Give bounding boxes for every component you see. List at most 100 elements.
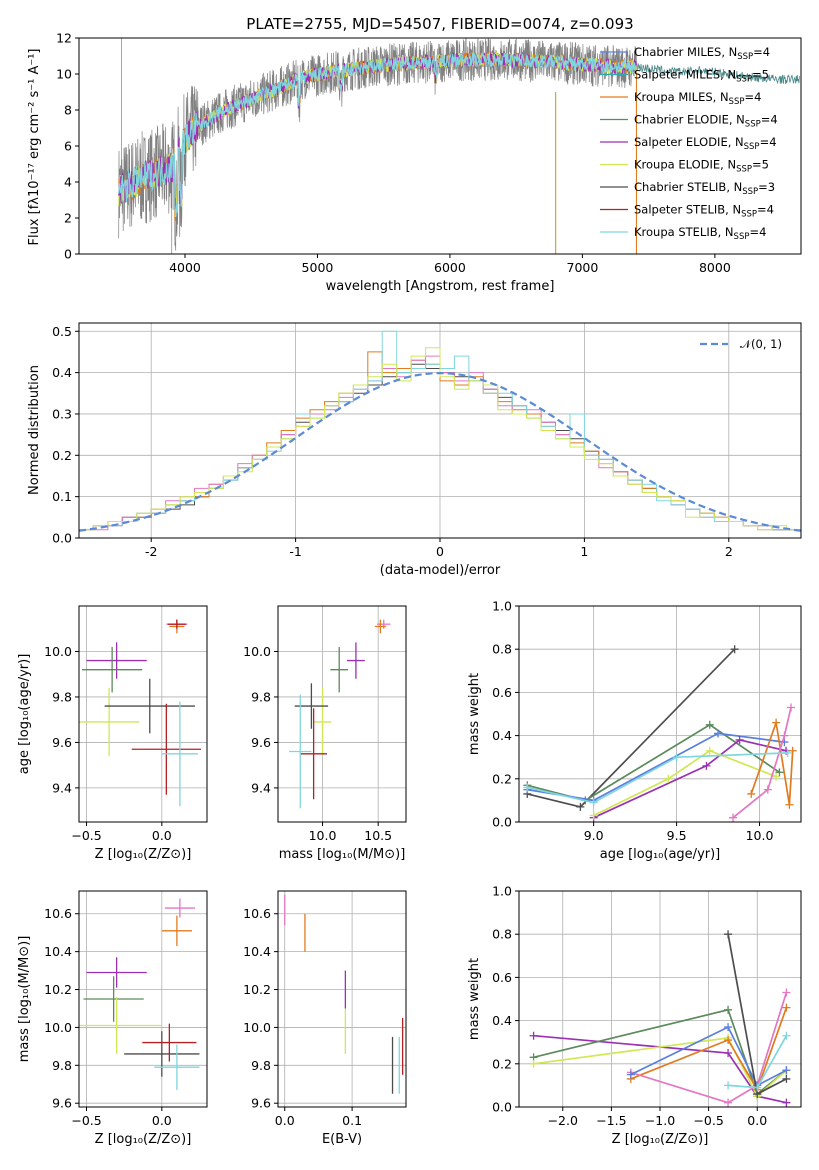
legend-subscript: SSP xyxy=(736,75,752,85)
y-tick-label: 9.8 xyxy=(251,689,271,704)
model-spectrum xyxy=(118,51,637,214)
legend-subscript: SSP xyxy=(736,165,752,175)
weight-point xyxy=(782,1003,791,1012)
weight-vs-age-panel: 9.0 9.5 10.0 0.0 0.2 0.4 0.6 0.8 1.0 age [log₁₀(a… xyxy=(467,599,802,862)
y-tick-label: 0.2 xyxy=(492,771,512,786)
weight-point xyxy=(523,783,532,792)
weight-point xyxy=(782,1098,791,1107)
legend-tail: =5 xyxy=(752,158,769,172)
x-tick-label: 9.5 xyxy=(667,828,687,843)
y-tick-label: 9.8 xyxy=(52,1058,72,1073)
x-tick-label: 0.0 xyxy=(152,828,172,843)
y-tick-label: 0.4 xyxy=(52,365,72,380)
y-tick-label: 10.0 xyxy=(44,644,72,659)
y-tick-label: 9.8 xyxy=(251,1058,271,1073)
legend-tail: =3 xyxy=(758,180,775,194)
weight-series-line xyxy=(732,707,792,819)
y-tick-label: 0.2 xyxy=(492,1056,512,1071)
weight-point xyxy=(705,720,714,729)
weight-series-line xyxy=(630,992,788,1104)
figure-title: PLATE=2755, MJD=54507, FIBERID=0074, z=0… xyxy=(246,15,633,33)
legend-label: Chabrier STELIB, N xyxy=(634,180,742,194)
x-tick-label: 7000 xyxy=(567,260,599,275)
y-tick-label: 10.0 xyxy=(243,644,271,659)
x-tick-label: 5000 xyxy=(302,260,334,275)
x-axis-label: E(B-V) xyxy=(322,1132,362,1147)
x-tick-label: 8000 xyxy=(699,260,731,275)
x-tick-label: −2.0 xyxy=(548,1113,578,1128)
weight-point xyxy=(529,1059,538,1068)
y-tick-label: 12 xyxy=(56,31,72,46)
weight-series-line xyxy=(630,1007,788,1092)
residuals-panel: -2 -1 0 1 2 0.0 0.1 0.2 0.3 0.4 0.5 (data-model)/er… xyxy=(27,322,802,578)
y-tick-label: 10.4 xyxy=(44,944,72,959)
legend-label: 𝒩(0, 1) xyxy=(740,337,782,351)
weight-point xyxy=(747,789,756,798)
legend-entry: Chabrier ELODIE, NSSP=4 xyxy=(634,113,778,130)
legend-subscript: SSP xyxy=(744,142,760,152)
legend-entry: Kroupa ELODIE, NSSP=5 xyxy=(634,158,769,175)
legend-tail: =4 xyxy=(757,203,774,217)
weight-point xyxy=(728,813,737,822)
y-axis-label: mass [log₁₀(M/M⊙)] xyxy=(17,936,32,1063)
weight-point xyxy=(626,1070,635,1079)
legend-entry: Kroupa STELIB, NSSP=4 xyxy=(634,225,766,242)
y-axis-label: Flux [fλ10⁻¹⁷ erg cm⁻² s⁻¹ A⁻¹] xyxy=(27,49,42,246)
plot-area xyxy=(79,898,200,1090)
y-tick-label: 1.0 xyxy=(492,599,512,614)
weight-series-line xyxy=(593,738,787,819)
y-tick-label: 9.4 xyxy=(251,780,271,795)
weight-point xyxy=(724,1036,733,1045)
x-tick-label: −0.5 xyxy=(71,1113,101,1128)
y-tick-label: 10.0 xyxy=(243,1020,271,1035)
legend-label: Chabrier MILES, N xyxy=(634,45,737,59)
legend-entry: Salpeter MILES, NSSP=5 xyxy=(634,68,769,85)
y-tick-label: 10.2 xyxy=(44,982,72,997)
weight-point xyxy=(724,1098,733,1107)
normal-curve xyxy=(79,371,801,532)
y-tick-label: 0.8 xyxy=(492,642,512,657)
x-tick-label: 0 xyxy=(436,544,444,559)
weight-point xyxy=(772,772,781,781)
legend-label: Chabrier ELODIE, N xyxy=(634,113,745,127)
weight-point xyxy=(589,811,598,820)
x-axis-label: wavelength [Angstrom, rest frame] xyxy=(326,279,555,294)
y-tick-label: 0.2 xyxy=(52,448,72,463)
y-tick-label: 9.6 xyxy=(251,735,271,750)
x-axis-label: mass [log₁₀(M/M⊙)] xyxy=(279,847,406,862)
weight-point xyxy=(724,1049,733,1057)
weight-point xyxy=(529,1031,538,1040)
weight-point xyxy=(753,1083,762,1092)
weight-point xyxy=(576,802,585,811)
y-tick-label: 2 xyxy=(64,211,72,226)
x-axis-label: (data-model)/error xyxy=(380,563,501,578)
x-tick-label: 4000 xyxy=(169,260,201,275)
x-tick-label: -1 xyxy=(289,544,301,559)
legend-tail: =5 xyxy=(752,68,769,82)
y-axis-label: Normed distribution xyxy=(27,365,42,495)
x-tick-label: 0.0 xyxy=(152,1113,172,1128)
legend-label: Salpeter ELODIE, N xyxy=(634,135,744,149)
x-tick-label: -2 xyxy=(145,544,157,559)
x-tick-label: 10.0 xyxy=(309,828,337,843)
legend-entry: Salpeter ELODIE, NSSP=4 xyxy=(634,135,777,152)
mass-vs-ebv-panel: 0.0 0.1 9.6 9.8 10.0 10.2 10.4 10.6 E(B-V) xyxy=(243,890,407,1147)
weight-point xyxy=(772,718,781,727)
legend-label: Kroupa STELIB, N xyxy=(634,225,734,239)
weight-series-line xyxy=(593,749,777,817)
y-axis-label: mass weight xyxy=(467,958,482,1040)
y-tick-label: 10 xyxy=(56,67,72,82)
weight-point xyxy=(664,774,673,783)
legend-entry: Salpeter STELIB, NSSP=4 xyxy=(634,203,774,220)
weight-point xyxy=(730,645,739,654)
x-tick-label: −1.5 xyxy=(596,1113,626,1128)
weight-point xyxy=(775,768,784,777)
weight-series-line xyxy=(750,722,794,805)
plot-area xyxy=(523,645,797,822)
y-tick-label: 0.4 xyxy=(492,728,512,743)
y-tick-label: 0.0 xyxy=(492,815,512,830)
weight-series-line xyxy=(630,1025,787,1087)
weight-point xyxy=(724,1005,733,1014)
legend-tail: =4 xyxy=(761,113,778,127)
x-tick-label: 9.0 xyxy=(584,828,604,843)
